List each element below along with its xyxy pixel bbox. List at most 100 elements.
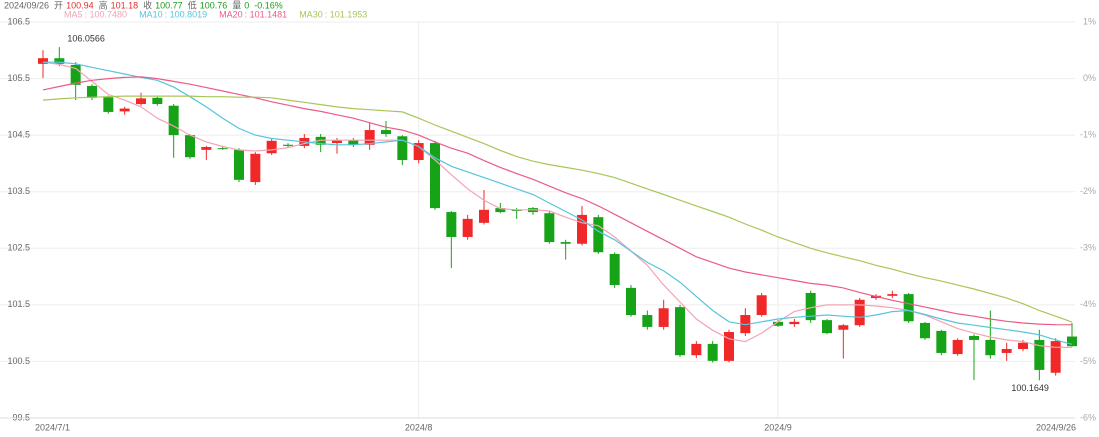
- candle-body: [103, 97, 114, 112]
- x-tick-label: 2024/8: [405, 422, 433, 432]
- candle-body: [397, 136, 408, 161]
- header-label: 量: [232, 0, 241, 10]
- ma-line: [43, 61, 1073, 345]
- candle-body: [789, 321, 800, 325]
- candle-body: [332, 140, 342, 144]
- header-value: 0: [244, 0, 249, 10]
- legend-sep: :: [325, 9, 328, 19]
- header-value: 100.94: [66, 0, 94, 10]
- header-value: 100.76: [200, 0, 228, 10]
- y2-tick-label: -3%: [1080, 243, 1096, 253]
- candle-body: [479, 209, 489, 223]
- ma-line: [42, 76, 1073, 326]
- candle-body: [544, 213, 555, 243]
- candle-body: [152, 97, 163, 105]
- legend-value: 100.8019: [170, 9, 208, 19]
- candle-body: [593, 217, 604, 253]
- candle-body: [87, 85, 97, 98]
- y2-tick-label: -5%: [1080, 356, 1096, 366]
- candle-body: [364, 130, 375, 145]
- header-value: 100.77: [155, 0, 183, 10]
- y-tick-label: 104.5: [7, 130, 30, 140]
- legend-value: 101.1481: [250, 9, 288, 19]
- candle-body: [773, 321, 783, 326]
- candle-body: [201, 147, 212, 150]
- candle-body: [691, 343, 702, 356]
- candle-body: [805, 292, 816, 321]
- candle-body: [1050, 341, 1061, 373]
- candle-body: [413, 143, 424, 161]
- candle-body: [920, 322, 930, 339]
- ma-line: [42, 95, 1073, 323]
- candle-body: [446, 212, 457, 237]
- header-label: 高: [99, 0, 108, 10]
- candle-body: [822, 320, 832, 334]
- x-tick-label: 2024/9/26: [1036, 422, 1076, 432]
- candle-body: [609, 253, 620, 286]
- candle-body: [838, 325, 849, 330]
- header-date: 2024/09/26: [4, 0, 49, 10]
- y-tick-label: 102.5: [7, 243, 30, 253]
- candle-body: [38, 58, 48, 64]
- y2-tick-label: -2%: [1080, 186, 1096, 196]
- candle-body: [119, 108, 130, 112]
- y2-tick-label: -4%: [1080, 299, 1096, 309]
- legend-name: MA5: [64, 9, 83, 19]
- candle-body: [756, 295, 767, 316]
- candle-body: [560, 242, 571, 244]
- legend-name: MA10: [139, 9, 163, 19]
- candle-body: [658, 308, 669, 327]
- candle-body: [70, 64, 81, 85]
- candle-body: [952, 339, 963, 355]
- candle-body: [969, 335, 979, 340]
- ma-line: [42, 61, 1073, 348]
- legend-sep: :: [165, 9, 168, 19]
- candle-body: [626, 287, 636, 316]
- candle-body: [707, 343, 718, 361]
- candle-body: [430, 143, 440, 209]
- legend-name: MA30: [299, 9, 323, 19]
- candle-body: [1067, 336, 1077, 347]
- y2-tick-label: 0%: [1083, 73, 1096, 83]
- legend-sep: :: [85, 9, 88, 19]
- candle-body: [1034, 339, 1045, 370]
- y2-tick-label: -1%: [1080, 130, 1096, 140]
- candle-body: [642, 315, 653, 327]
- candle-body: [266, 140, 277, 154]
- y-tick-label: 103.5: [7, 186, 30, 196]
- header-label: 开: [54, 0, 63, 10]
- candle-body: [348, 140, 359, 145]
- header-value: -0.16%: [254, 0, 283, 10]
- candle-body: [381, 130, 391, 135]
- candle-body: [495, 208, 506, 213]
- y-tick-label: 100.5: [7, 356, 30, 366]
- legend-value: 100.7480: [90, 9, 128, 19]
- candle-body: [234, 149, 244, 180]
- candle-body: [903, 294, 914, 322]
- candle-body: [936, 330, 947, 353]
- candle-body: [724, 332, 734, 361]
- legend-value: 101.1953: [330, 9, 368, 19]
- y-tick-label: 101.5: [7, 299, 30, 309]
- candle-body: [887, 294, 898, 296]
- candle-body: [462, 218, 473, 237]
- y-tick-label: 106.5: [7, 16, 30, 26]
- candle-body: [250, 153, 261, 183]
- header-label: 低: [188, 0, 197, 10]
- candle-body: [168, 105, 179, 136]
- candle-body: [217, 148, 228, 150]
- x-tick-label: 2024/7/1: [35, 422, 70, 432]
- y-tick-label: 105.5: [7, 73, 30, 83]
- candle-body: [54, 58, 65, 64]
- candle-body: [675, 307, 685, 356]
- y2-tick-label: 1%: [1083, 16, 1096, 26]
- legend-sep: :: [245, 9, 248, 19]
- extreme-label: 100.1649: [1011, 383, 1049, 393]
- candle-body: [136, 98, 146, 105]
- candle-body: [577, 214, 587, 244]
- header-value: 101.18: [111, 0, 139, 10]
- extreme-label: 106.0566: [67, 33, 105, 43]
- candle-body: [1001, 348, 1012, 353]
- candle-body: [185, 135, 195, 158]
